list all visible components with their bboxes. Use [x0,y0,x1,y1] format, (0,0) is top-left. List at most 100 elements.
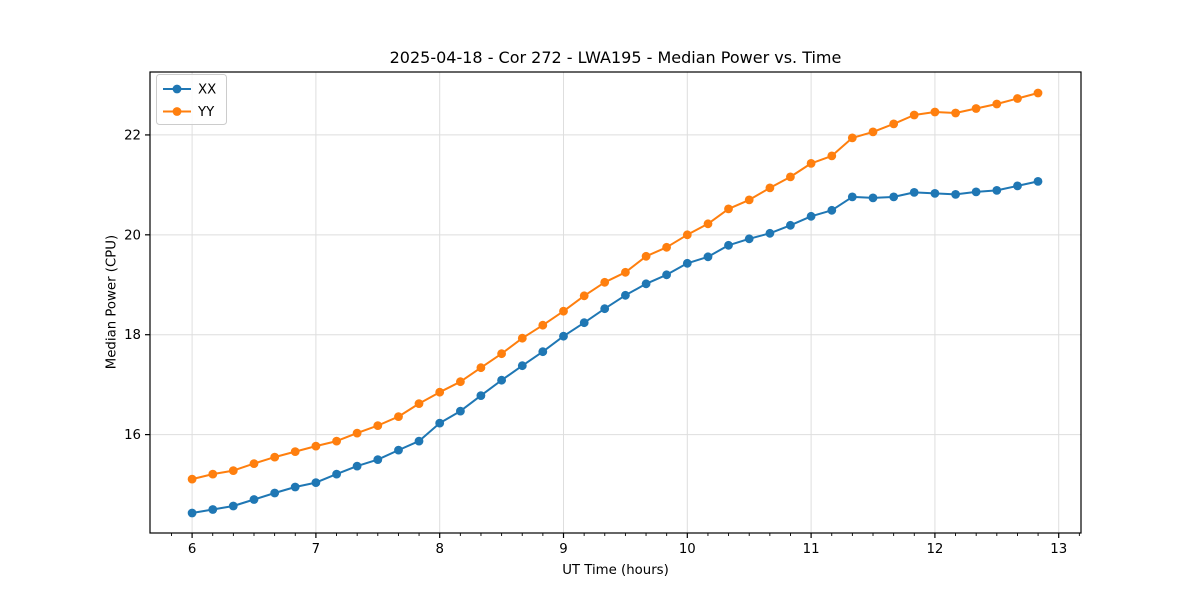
series-YY-marker [187,474,197,484]
series-XX-marker [270,488,280,498]
series-YY-marker [270,452,280,462]
series-XX-marker [414,436,424,446]
series-YY-marker [228,466,238,475]
series-YY-marker [744,195,754,205]
x-tick-label: 10 [679,542,696,557]
series-YY-marker [538,320,548,330]
series-YY-marker [476,363,486,373]
series-XX-marker [641,279,651,289]
series-XX-marker [930,189,940,198]
y-tick-label: 22 [124,128,141,143]
series-YY-marker [662,242,671,252]
series-YY-marker [497,349,506,359]
series-YY-marker [724,204,733,214]
y-axis-label: Median Power (CPU) [104,234,120,370]
x-tick-label: 11 [803,542,820,557]
series-XX-marker [559,331,568,341]
series-XX-marker [435,418,445,428]
series-XX-marker [394,445,403,455]
series-YY-marker [311,441,321,451]
series-YY-marker [435,387,445,397]
y-tick-label: 20 [124,228,141,243]
series-XX-marker [621,290,630,300]
series-XX-marker [847,192,857,202]
series-XX-marker [373,455,383,464]
series-YY-marker [930,107,940,117]
series-YY-marker [971,104,981,113]
series-YY-marker [290,447,300,456]
y-tick-label: 16 [124,428,141,443]
legend-entry-label: YY [197,105,215,120]
series-YY-marker [249,459,259,468]
series-YY-marker [414,399,424,408]
series-YY-line [191,92,1039,481]
series-XX-marker [600,304,610,314]
series-YY-marker [703,219,713,229]
legend: XX YY [156,74,227,125]
series-YY-marker [889,119,899,129]
series-YY-marker [456,377,465,387]
series-YY-marker [332,436,341,446]
series-XX-marker [352,461,362,471]
series-YY-marker [579,291,589,301]
legend-entry-label: XX [198,83,216,98]
series-XX-marker [724,240,733,250]
series-YY-marker [559,306,568,316]
series-YY-marker [909,110,919,120]
x-tick-label: 9 [559,542,567,557]
series-XX-marker [1013,181,1022,191]
series-YY-marker [373,421,383,430]
series-XX-marker [786,220,795,230]
series-XX-marker [1033,177,1043,186]
y-tick-label: 18 [124,328,141,343]
series-YY-marker [394,412,403,421]
series-XX-marker [228,501,238,511]
series-XX-marker [889,192,899,202]
series-YY-marker [641,251,651,261]
series-XX-marker [208,505,218,514]
x-tick-label: 8 [435,542,443,557]
series-YY-marker [1033,88,1043,98]
series-XX-marker [744,234,754,244]
series-YY-marker [992,99,1002,109]
series-YY-marker [208,469,218,479]
series-XX-marker [682,258,692,268]
x-tick-label: 6 [188,542,196,557]
series-YY-marker [600,277,610,287]
series-XX-marker [311,478,321,487]
series-XX-marker [662,270,671,280]
series-YY-marker [868,127,878,137]
series-XX-marker [456,406,465,416]
series-YY-marker [951,108,960,118]
series-YY-marker [765,183,775,193]
series-YY-marker [352,428,362,438]
series-YY-marker [827,151,837,161]
series-XX-marker [868,193,878,203]
series-XX-line [191,180,1039,514]
series-YY-marker [847,133,857,143]
series-XX-marker [765,228,775,238]
series-XX-marker [517,361,527,371]
series-XX-marker [497,375,506,385]
series-YY-marker [806,159,816,168]
series-XX-marker [992,186,1002,195]
series-XX-marker [827,205,837,215]
series-XX-marker [909,188,919,197]
chart-title: 2025-04-18 - Cor 272 - LWA195 - Median P… [389,48,842,67]
series-XX-marker [579,318,589,328]
series-YY-marker [786,172,795,182]
series-XX-marker [249,495,259,504]
x-tick-label: 7 [312,542,320,557]
series-XX-marker [476,391,486,400]
x-axis-label: UT Time (hours) [562,563,669,578]
series-XX-marker [290,482,300,492]
series-XX-marker [971,187,981,197]
series-YY-marker [682,230,692,240]
series-XX-marker [538,347,548,357]
series-XX-marker [332,469,341,479]
legend-marker-sample [172,107,182,116]
series-YY-marker [621,267,630,277]
plot-border [149,71,1082,534]
